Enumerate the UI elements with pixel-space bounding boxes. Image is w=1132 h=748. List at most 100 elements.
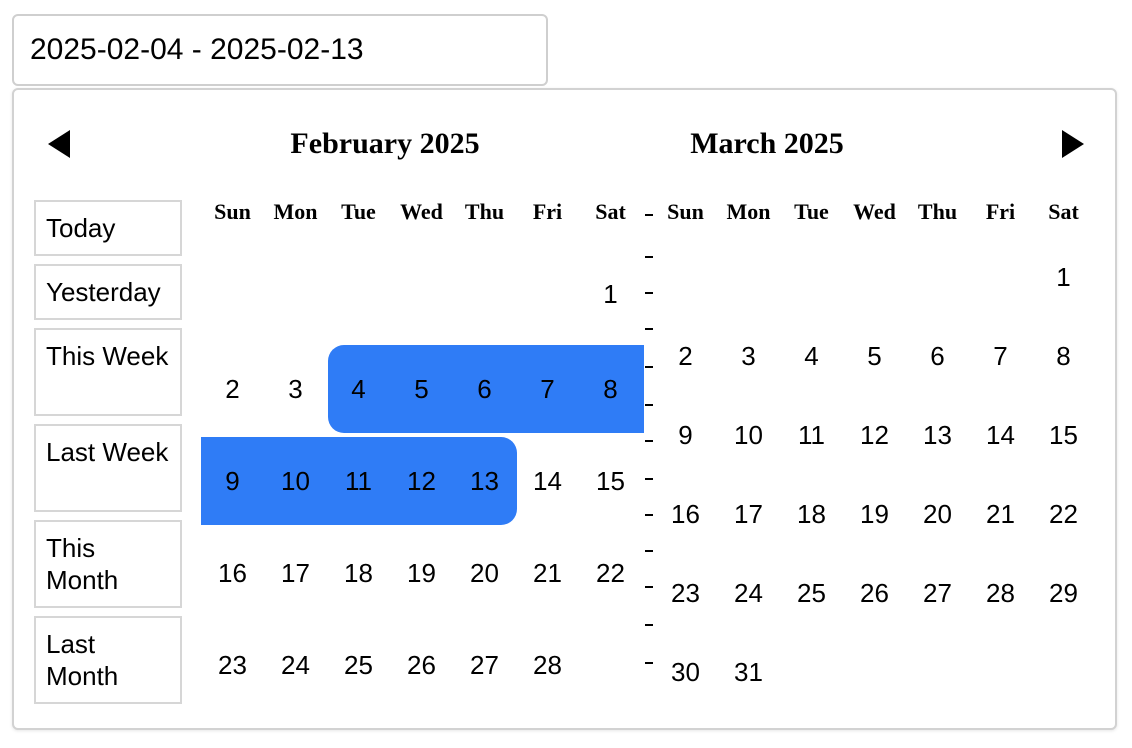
calendar-day[interactable]: 16 xyxy=(218,558,247,588)
calendar-day[interactable]: 17 xyxy=(734,499,763,529)
calendar-day[interactable]: 23 xyxy=(218,650,247,680)
weekday-header-february: Sat xyxy=(595,199,626,224)
calendar-day[interactable]: 2 xyxy=(678,341,693,371)
weekday-header-february: Fri xyxy=(532,199,563,224)
calendar-day[interactable]: 2 xyxy=(225,374,240,404)
calendar-day-selected[interactable]: 6 xyxy=(477,374,492,404)
weekday-header-march: Mon xyxy=(726,199,771,224)
calendar-day-selected[interactable]: 9 xyxy=(225,466,240,496)
month-title-february: February 2025 xyxy=(290,127,480,160)
calendar-day-selected[interactable]: 10 xyxy=(281,466,310,496)
calendar-day[interactable]: 10 xyxy=(734,420,763,450)
preset-last-week[interactable]: Last Week xyxy=(34,424,182,512)
calendar-day[interactable]: 8 xyxy=(1056,341,1071,371)
calendar-separator-dash xyxy=(645,440,653,442)
calendar-day-selected[interactable]: 11 xyxy=(345,466,372,496)
calendar-day[interactable]: 25 xyxy=(344,650,373,680)
calendar-day[interactable]: 12 xyxy=(860,420,889,450)
calendar-day[interactable]: 1 xyxy=(1056,262,1071,292)
calendar-day[interactable]: 27 xyxy=(923,578,952,608)
calendar-separator-dash xyxy=(645,624,653,626)
calendar-day[interactable]: 13 xyxy=(923,420,952,450)
calendar-separator-dash xyxy=(645,662,653,664)
preset-this-week[interactable]: This Week xyxy=(34,328,182,416)
calendar-separator-dash xyxy=(645,292,653,294)
calendar-day[interactable]: 23 xyxy=(671,578,700,608)
calendar-day[interactable]: 26 xyxy=(407,650,436,680)
calendar-day[interactable]: 31 xyxy=(734,657,763,687)
calendar-day[interactable]: 18 xyxy=(797,499,826,529)
weekday-header-march: Tue xyxy=(794,199,829,224)
date-range-input[interactable] xyxy=(12,14,548,86)
calendar-day[interactable]: 28 xyxy=(986,578,1015,608)
calendar-day[interactable]: 7 xyxy=(993,341,1008,371)
weekday-header-march: Sun xyxy=(667,199,704,224)
calendar-day[interactable]: 16 xyxy=(671,499,700,529)
calendar-day[interactable]: 24 xyxy=(734,578,763,608)
next-month-button[interactable] xyxy=(1060,130,1086,158)
calendar-day[interactable]: 3 xyxy=(741,341,756,371)
calendar-day[interactable]: 3 xyxy=(288,374,303,404)
calendar-day-selected[interactable]: 4 xyxy=(351,374,366,404)
calendar-day[interactable]: 28 xyxy=(533,650,562,680)
calendar-separator-dash xyxy=(645,214,653,216)
calendar-day[interactable]: 11 xyxy=(798,420,825,450)
calendar-day[interactable]: 19 xyxy=(407,558,436,588)
calendar-separator-dash xyxy=(645,404,653,406)
weekday-header-february: Thu xyxy=(464,199,505,224)
calendar-day-selected[interactable]: 13 xyxy=(470,466,499,496)
calendar-day[interactable]: 14 xyxy=(986,420,1015,450)
preset-this-month[interactable]: This Month xyxy=(34,520,182,608)
previous-month-button[interactable] xyxy=(46,130,72,158)
calendar-separator-dash xyxy=(645,478,653,480)
calendar-day[interactable]: 5 xyxy=(867,341,882,371)
calendar-separator-dash xyxy=(645,328,653,330)
calendar-day[interactable]: 19 xyxy=(860,499,889,529)
weekday-header-february: Wed xyxy=(400,199,443,224)
calendar-day[interactable]: 25 xyxy=(797,578,826,608)
calendar-day[interactable]: 24 xyxy=(281,650,310,680)
calendar-day[interactable]: 20 xyxy=(470,558,499,588)
calendar-day-selected[interactable]: 5 xyxy=(414,374,429,404)
calendar-separator-dash xyxy=(645,586,653,588)
weekday-header-march: Wed xyxy=(853,199,896,224)
calendar-day[interactable]: 20 xyxy=(923,499,952,529)
calendar-day[interactable]: 18 xyxy=(344,558,373,588)
preset-yesterday[interactable]: Yesterday xyxy=(34,264,182,320)
calendar-day[interactable]: 9 xyxy=(678,420,693,450)
calendar-separator-dash xyxy=(645,366,653,368)
preset-last-month[interactable]: Last Month xyxy=(34,616,182,704)
preset-today[interactable]: Today xyxy=(34,200,182,256)
calendar-day[interactable]: 26 xyxy=(860,578,889,608)
month-title-march: March 2025 xyxy=(690,127,844,160)
preset-ranges: Today Yesterday This Week Last Week This… xyxy=(34,200,182,712)
weekday-header-march: Sat xyxy=(1048,199,1079,224)
calendar-separator-dash xyxy=(645,514,653,516)
calendar-day[interactable]: 17 xyxy=(281,558,310,588)
weekday-header-february: Mon xyxy=(273,199,318,224)
calendar-day[interactable]: 14 xyxy=(533,466,562,496)
calendar-day[interactable]: 22 xyxy=(1049,499,1078,529)
calendar-day-selected[interactable]: 12 xyxy=(407,466,436,496)
calendar-day[interactable]: 15 xyxy=(1049,420,1078,450)
calendar-day[interactable]: 30 xyxy=(671,657,700,687)
calendar-separator-dash xyxy=(645,256,653,258)
calendar-day[interactable]: 15 xyxy=(596,466,625,496)
calendar-day-selected[interactable]: 8 xyxy=(603,374,618,404)
calendar-day[interactable]: 21 xyxy=(533,558,562,588)
triangle-left-icon xyxy=(48,130,70,158)
weekday-header-february: Sun xyxy=(214,199,251,224)
triangle-right-icon xyxy=(1062,130,1084,158)
calendar-day-selected[interactable]: 7 xyxy=(540,374,555,404)
calendar-day[interactable]: 27 xyxy=(470,650,499,680)
calendar-day[interactable]: 6 xyxy=(930,341,945,371)
calendar-day[interactable]: 21 xyxy=(986,499,1015,529)
selected-range-band xyxy=(328,345,644,433)
weekday-header-march: Thu xyxy=(917,199,958,224)
calendar-separator-dash xyxy=(645,550,653,552)
calendar-day[interactable]: 1 xyxy=(603,279,618,309)
weekday-header-february: Tue xyxy=(341,199,376,224)
calendar-day[interactable]: 22 xyxy=(596,558,625,588)
calendar-day[interactable]: 4 xyxy=(804,341,819,371)
calendar-day[interactable]: 29 xyxy=(1049,578,1078,608)
